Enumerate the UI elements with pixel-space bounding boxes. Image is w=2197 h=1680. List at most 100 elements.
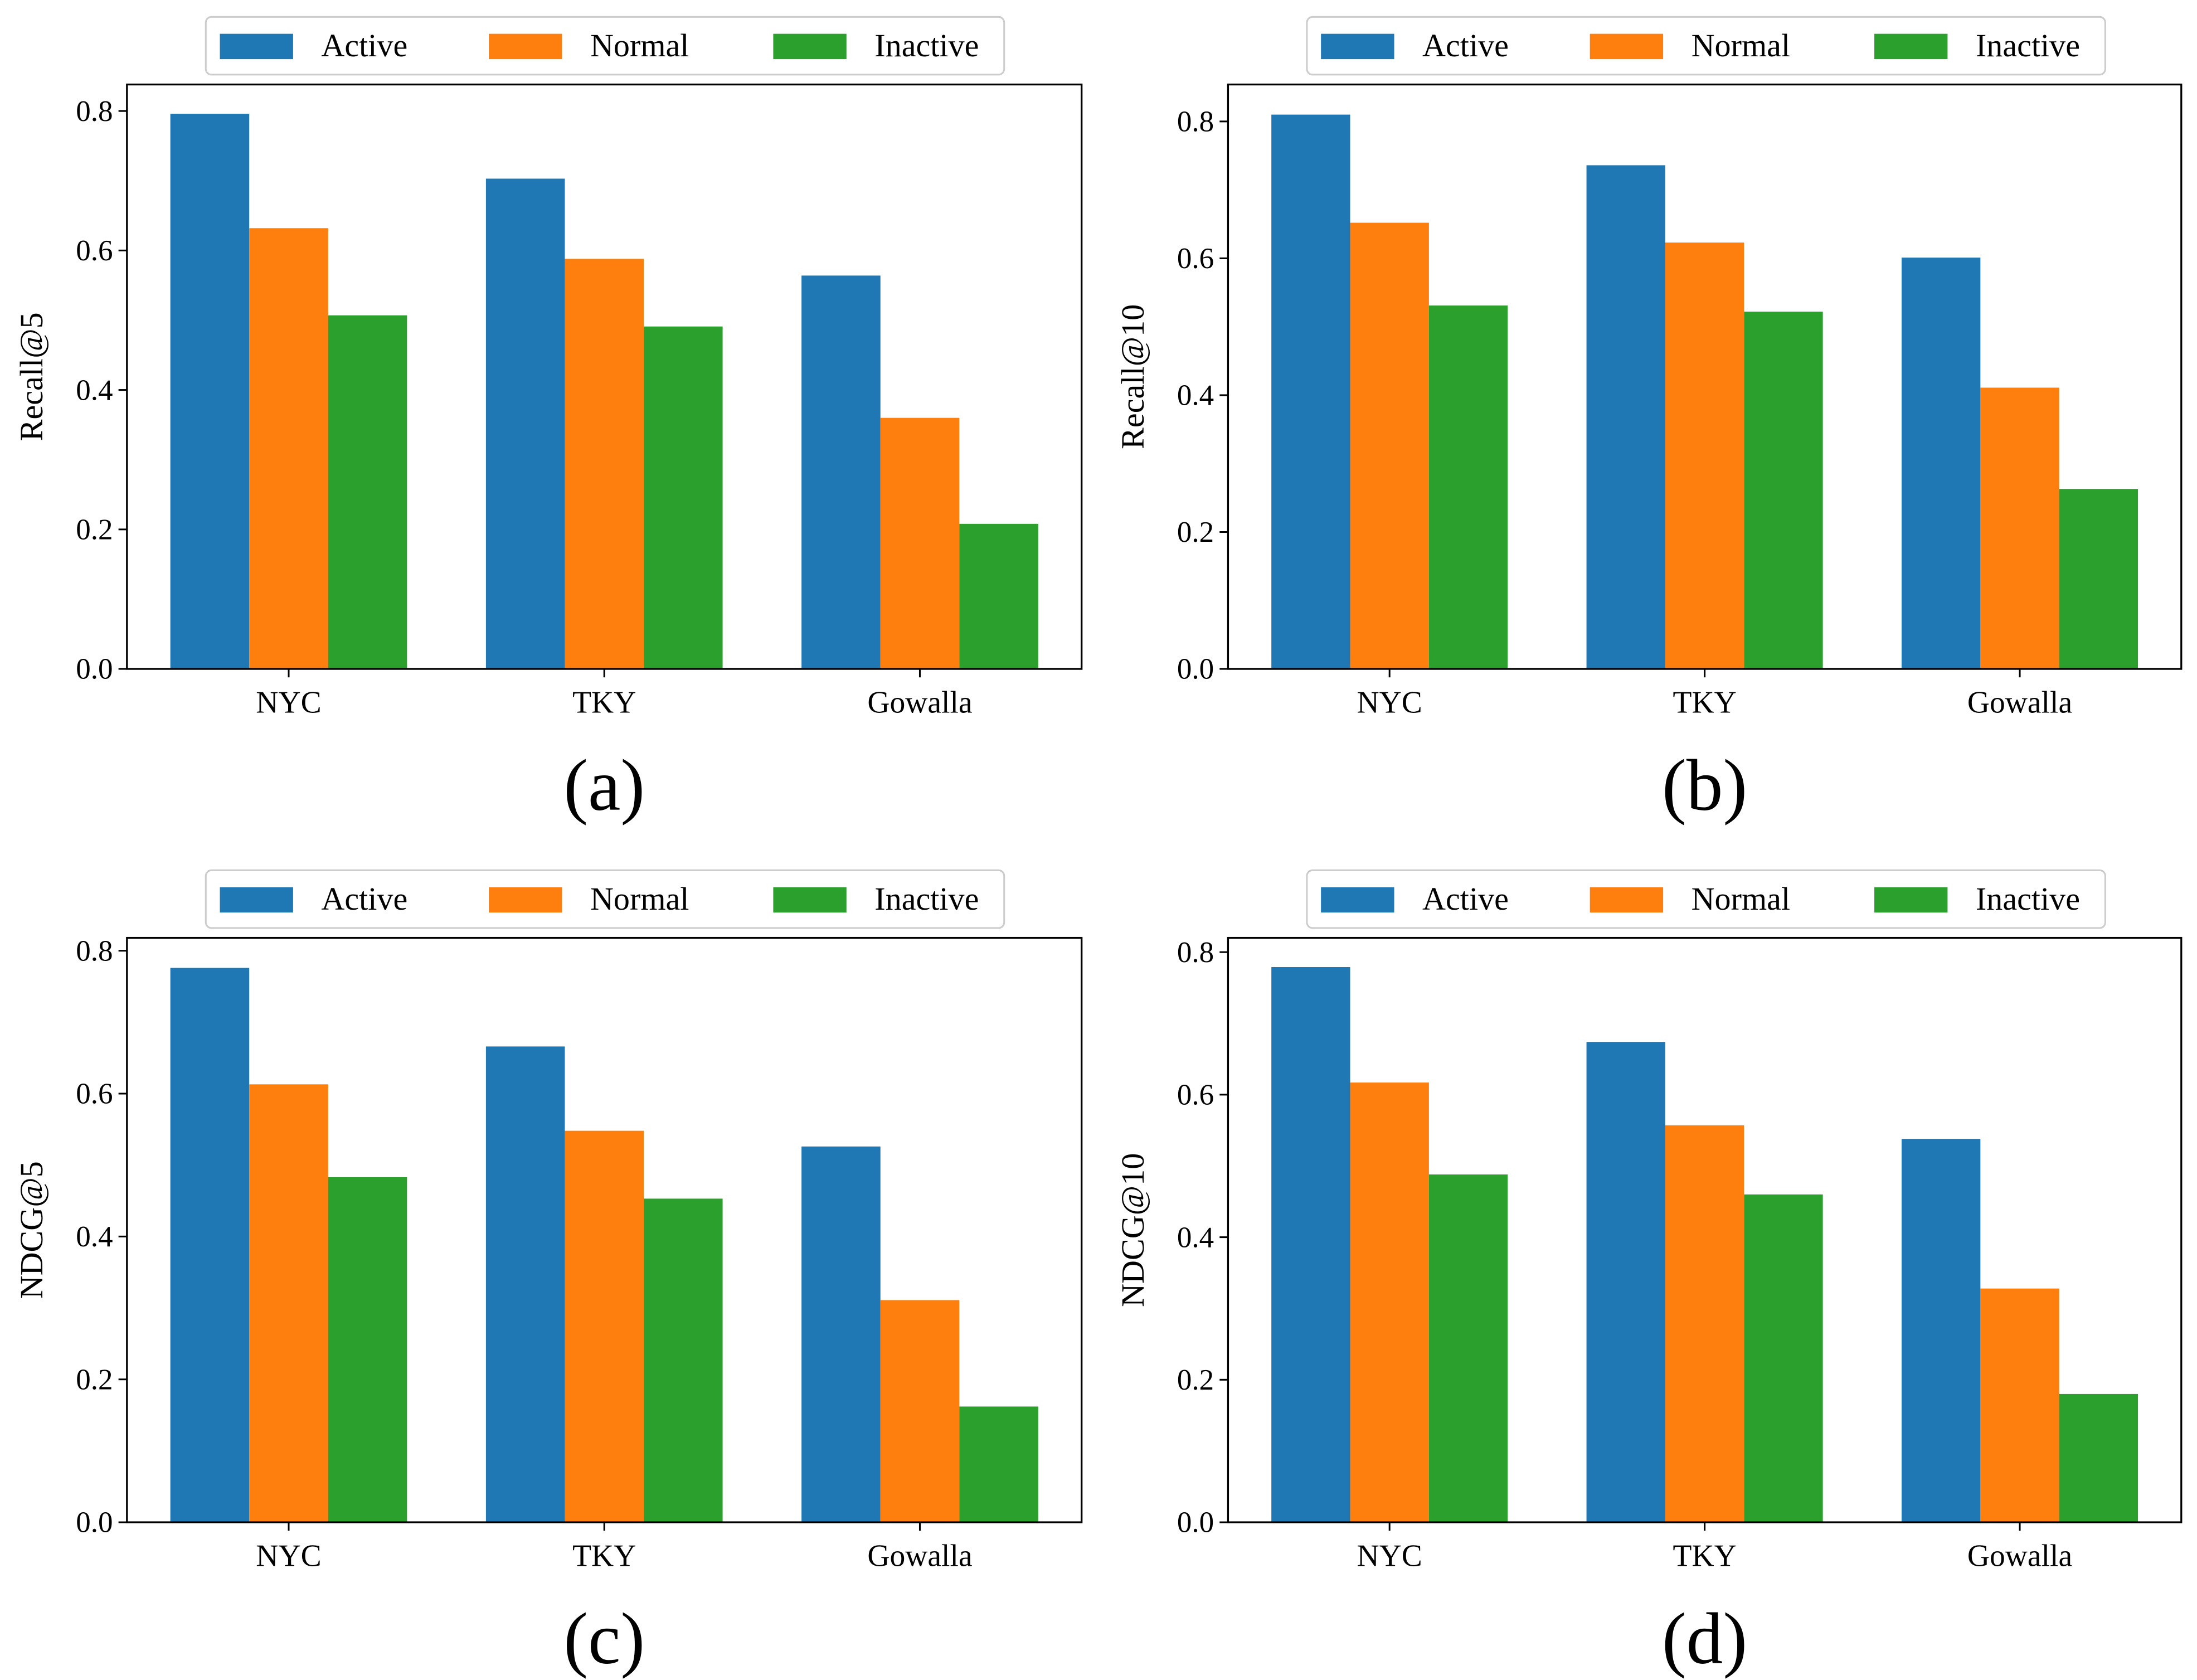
legend: Active Normal Inactive [1306, 16, 2106, 76]
chart-panel-d: 0.0 0.2 0.4 0.6 0.8 NYC TKY Gowalla NDCG@10 (d) Ac… [1115, 869, 2183, 1679]
bar-normal-nyc [1350, 1082, 1429, 1523]
bar-normal-gowalla [1980, 1288, 2059, 1523]
bar-active-nyc [1271, 114, 1350, 669]
legend-label: Inactive [874, 27, 979, 64]
y-tick-label: 0.4 [76, 374, 113, 406]
y-tick-label: 0.2 [1177, 1364, 1214, 1396]
chart-panel-a: 0.0 0.2 0.4 0.6 0.8 NYC TKY Gowalla Recall@5 (a) A… [13, 16, 1083, 826]
bar-active-gowalla [801, 275, 881, 669]
axes-frame [126, 83, 1083, 670]
y-tick-label: 0.6 [1177, 242, 1214, 275]
bar-inactive-nyc [328, 315, 407, 669]
legend-swatch-active [220, 887, 293, 913]
bar-inactive-nyc [328, 1177, 407, 1523]
bar-normal-tky [1665, 1125, 1744, 1523]
y-axis-label: Recall@5 [13, 312, 50, 441]
x-tick-label: NYC [256, 1538, 321, 1573]
bar-normal-nyc [249, 228, 328, 669]
y-tick-label: 0.8 [1177, 936, 1214, 969]
x-tick-label: NYC [1357, 1538, 1422, 1573]
axes-frame [1227, 83, 2183, 670]
bar-inactive-gowalla [959, 523, 1038, 669]
legend-swatch-inactive [773, 887, 847, 913]
chart-panel-c: 0.0 0.2 0.4 0.6 0.8 NYC TKY Gowalla NDCG@5 (c) Act… [13, 869, 1083, 1679]
x-tick-label: TKY [572, 1538, 636, 1573]
y-axis-label: Recall@10 [1115, 304, 1151, 449]
legend-label: Inactive [1976, 27, 2080, 64]
bar-normal-nyc [1350, 222, 1429, 669]
bar-active-nyc [170, 114, 250, 669]
bar-active-tky [1586, 1042, 1665, 1523]
y-tick-label: 0.6 [1177, 1079, 1214, 1111]
bar-active-tky [485, 1046, 565, 1523]
legend-box [205, 869, 1005, 929]
legend-box [205, 16, 1005, 76]
y-tick-label: 0.6 [76, 235, 113, 267]
legend: Active Normal Inactive [205, 869, 1005, 929]
legend-box [1306, 869, 2106, 929]
legend-label: Normal [590, 881, 689, 917]
legend-label: Normal [590, 27, 689, 64]
y-tick-label: 0.0 [1177, 653, 1214, 686]
bar-inactive-nyc [1428, 1174, 1508, 1523]
bar-active-gowalla [1902, 1139, 1981, 1523]
chart-panel-b: 0.0 0.2 0.4 0.6 0.8 NYC TKY Gowalla Recall@10 (b)… [1115, 16, 2183, 826]
legend-label: Active [1422, 27, 1509, 64]
y-tick-label: 0.2 [1177, 516, 1214, 548]
bar-normal-tky [565, 1130, 644, 1523]
panel-label: (b) [1662, 745, 1747, 826]
y-tick-label: 0.2 [76, 1363, 113, 1396]
y-tick-label: 0.0 [76, 1507, 113, 1539]
y-tick-label: 0.8 [76, 95, 113, 128]
legend-swatch-inactive [1874, 33, 1948, 60]
bar-inactive-gowalla [2059, 489, 2138, 669]
y-tick-label: 0.8 [1177, 106, 1214, 138]
bar-normal-tky [565, 259, 644, 669]
bar-normal-nyc [249, 1084, 328, 1523]
bar-inactive-tky [1744, 1194, 1823, 1523]
y-axis-label: NDCG@10 [1115, 1153, 1151, 1307]
y-tick-label: 0.0 [76, 653, 113, 686]
panel-label: (d) [1662, 1599, 1747, 1679]
y-tick-label: 0.6 [76, 1078, 113, 1110]
y-tick-label: 0.4 [1177, 380, 1214, 412]
legend-swatch-normal [489, 887, 562, 913]
x-tick-label: Gowalla [867, 1538, 972, 1573]
bar-active-nyc [170, 968, 250, 1523]
legend-label: Inactive [874, 881, 979, 917]
legend-label: Active [321, 27, 407, 64]
x-tick-label: Gowalla [1967, 685, 2072, 720]
bar-inactive-gowalla [2059, 1393, 2138, 1523]
x-tick-label: TKY [1673, 685, 1736, 720]
legend-swatch-normal [1590, 887, 1664, 913]
legend-label: Active [1422, 881, 1509, 917]
bar-normal-gowalla [880, 417, 960, 669]
bar-inactive-tky [644, 326, 723, 669]
bar-inactive-gowalla [959, 1406, 1038, 1523]
x-tick-label: NYC [1357, 685, 1422, 720]
legend-swatch-active [1321, 887, 1394, 913]
legend-label: Active [321, 881, 407, 917]
y-tick-label: 0.2 [76, 513, 113, 546]
legend-box [1306, 16, 2106, 76]
legend-label: Normal [1692, 27, 1790, 64]
bar-active-gowalla [801, 1146, 881, 1523]
legend-swatch-normal [489, 33, 562, 60]
bar-normal-gowalla [1980, 387, 2059, 669]
bar-active-tky [1586, 165, 1665, 669]
bar-normal-gowalla [880, 1300, 960, 1523]
bar-inactive-nyc [1428, 305, 1508, 669]
legend-swatch-active [220, 33, 293, 60]
y-tick-label: 0.4 [1177, 1221, 1214, 1254]
x-tick-label: Gowalla [867, 685, 972, 720]
y-tick-label: 0.0 [1177, 1507, 1214, 1539]
legend-swatch-normal [1590, 33, 1664, 60]
legend-swatch-inactive [1874, 887, 1948, 913]
legend-label: Inactive [1976, 881, 2080, 917]
bar-active-gowalla [1902, 258, 1981, 669]
bar-normal-tky [1665, 242, 1744, 669]
x-tick-label: Gowalla [1967, 1538, 2072, 1573]
bar-active-nyc [1271, 967, 1350, 1523]
y-tick-label: 0.8 [76, 935, 113, 967]
